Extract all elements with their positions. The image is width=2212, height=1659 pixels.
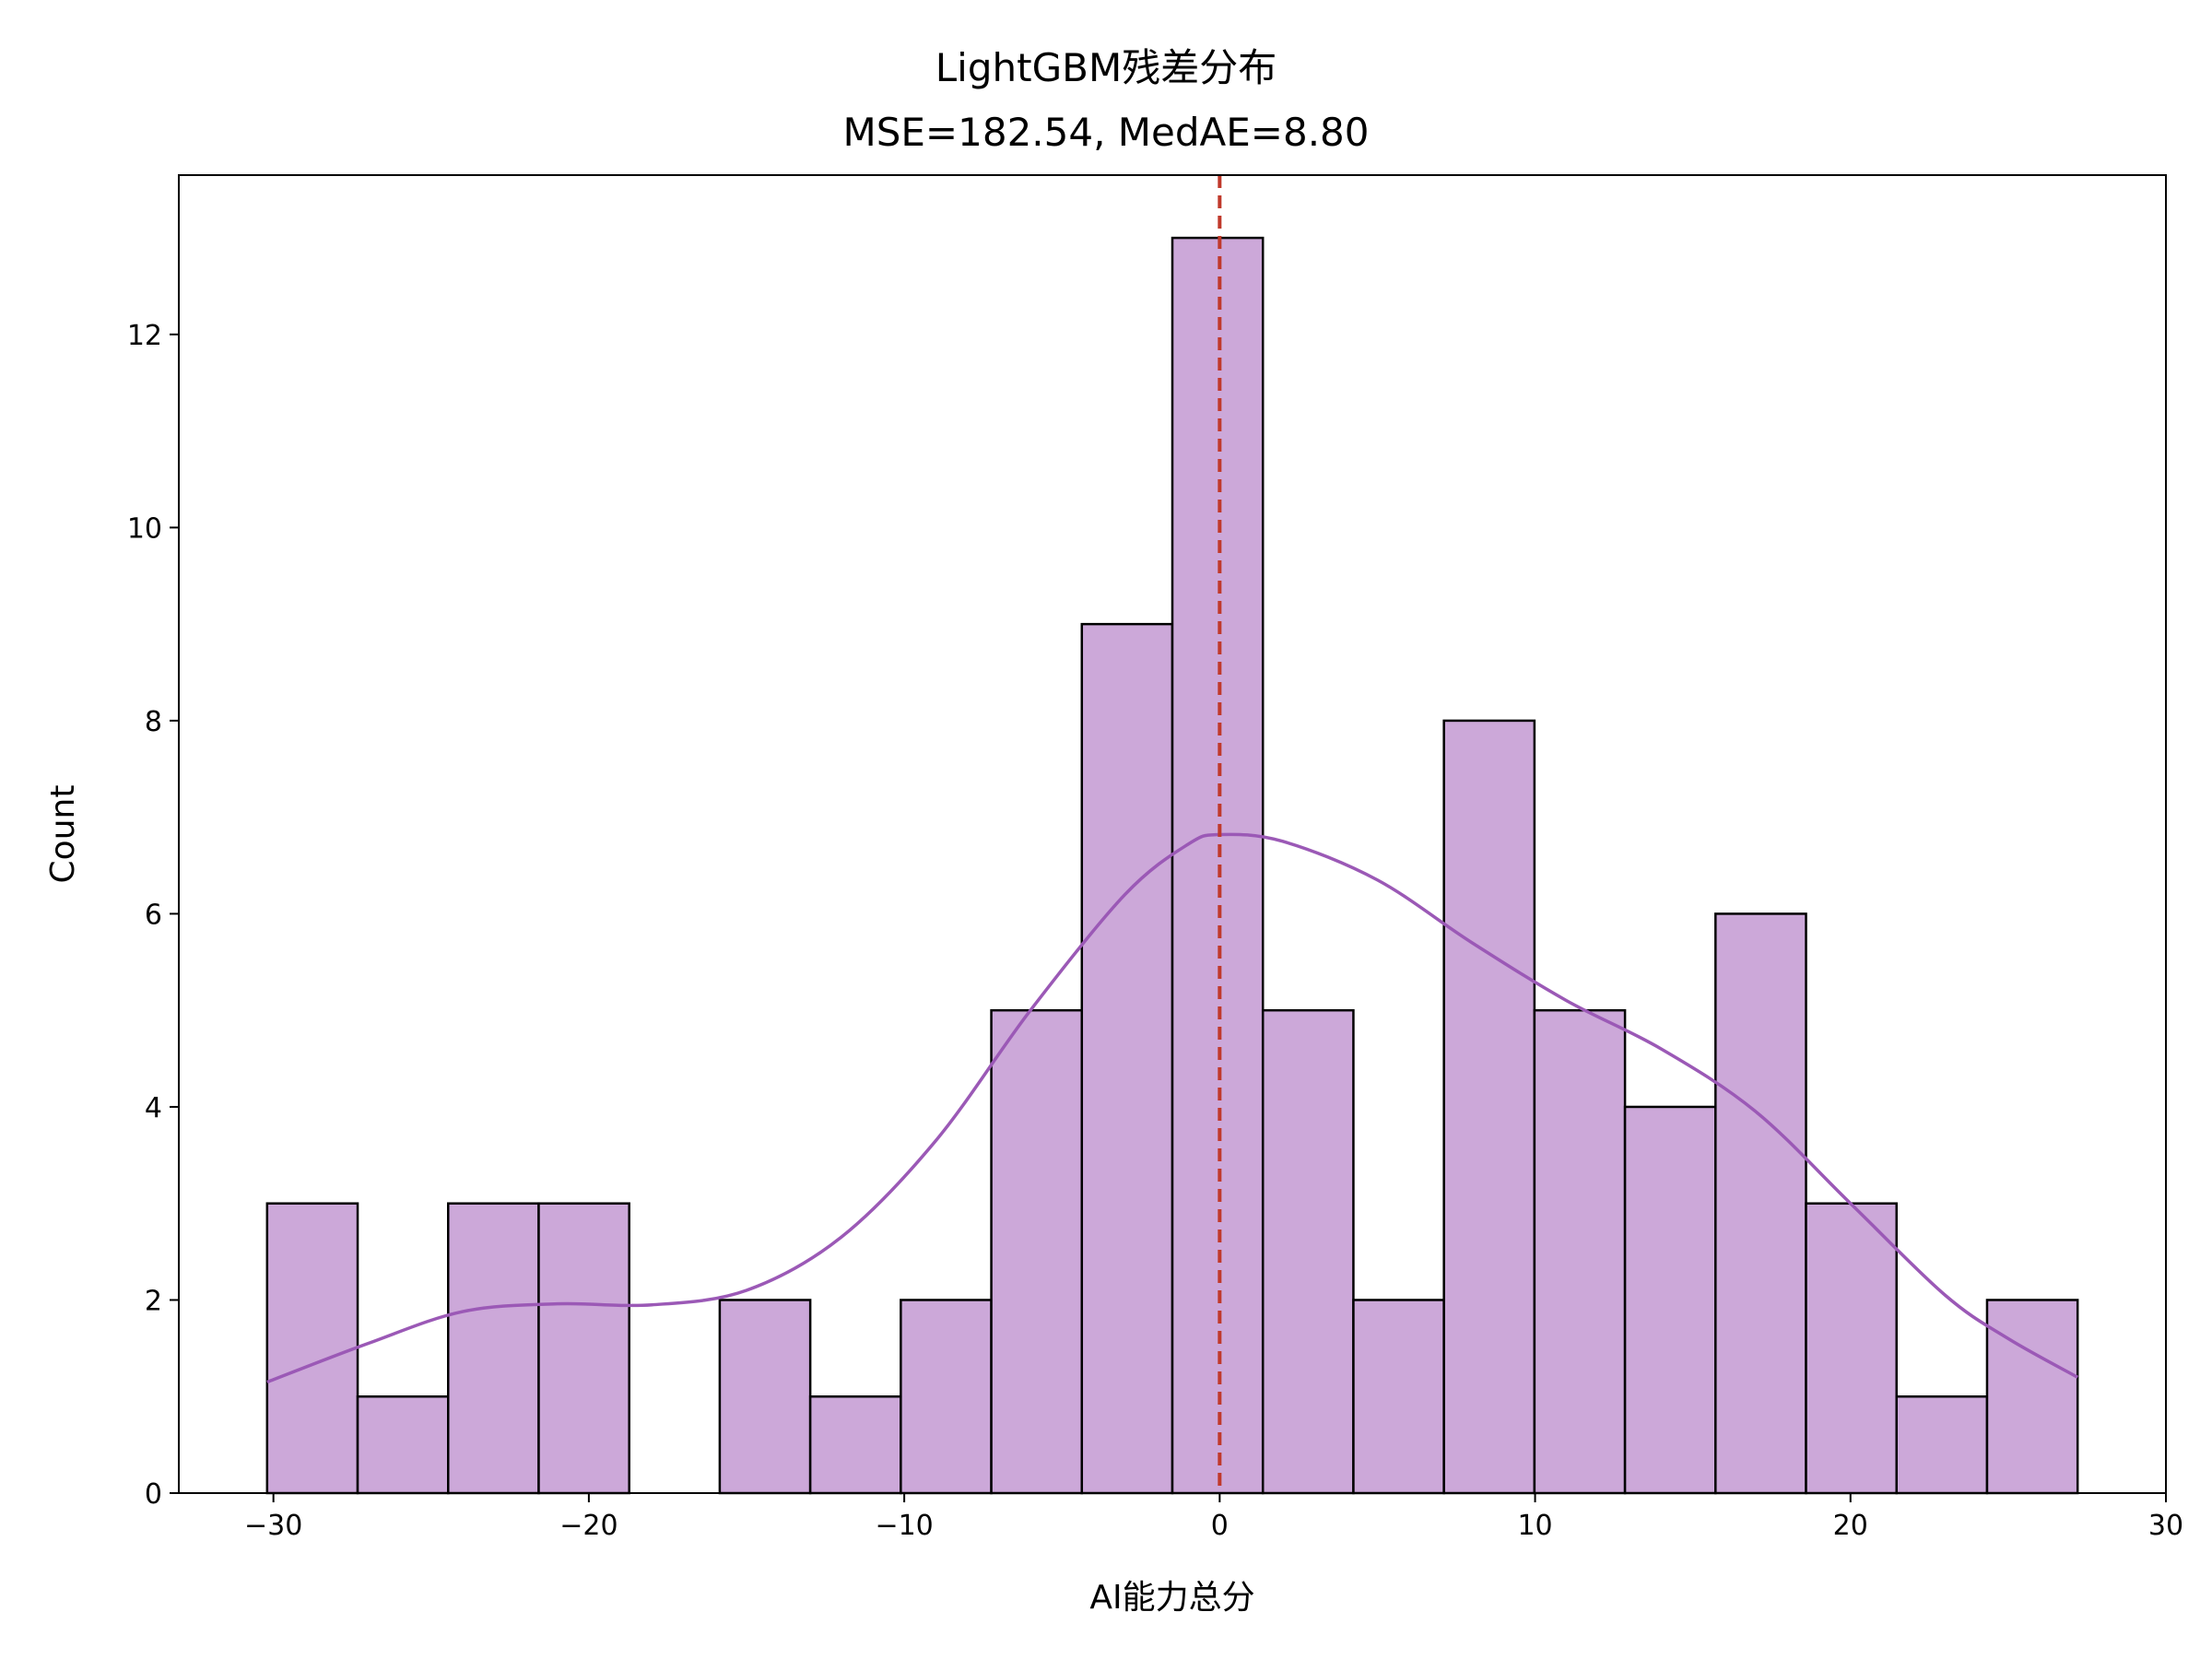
y-tick-label: 2 — [145, 1285, 162, 1317]
histogram-bar — [1714, 912, 1807, 1495]
histogram-bar — [1080, 622, 1174, 1495]
histogram-bar — [537, 1202, 630, 1495]
histogram-bar — [990, 1008, 1084, 1495]
y-tick-label: 12 — [127, 320, 162, 352]
histogram-bar — [808, 1394, 902, 1495]
x-tick-label: 0 — [1211, 1510, 1229, 1542]
histogram-bar — [718, 1299, 812, 1495]
kde-curve — [266, 832, 2079, 1384]
histogram-bar — [1442, 719, 1536, 1495]
plot-frame — [178, 174, 2167, 1494]
kde-curve-group — [266, 832, 2079, 1384]
x-tick-label: 20 — [1833, 1510, 1868, 1542]
x-tick-label: −30 — [244, 1510, 302, 1542]
histogram-bar — [1352, 1299, 1445, 1495]
histogram-bar — [1261, 1008, 1355, 1495]
histogram-bar — [265, 1202, 359, 1495]
x-axis-label: AI能力总分 — [1089, 1579, 1254, 1617]
x-tick-label: 10 — [1517, 1510, 1552, 1542]
y-tick-label: 10 — [127, 512, 162, 545]
y-tick-label: 8 — [145, 706, 162, 738]
histogram-bar — [1895, 1394, 1989, 1495]
chart-title: LightGBM残差分布 — [935, 45, 1277, 90]
histogram-bars — [265, 236, 2079, 1495]
histogram-bar — [900, 1299, 993, 1495]
histogram-bar — [1533, 1008, 1627, 1495]
histogram-bar — [1805, 1202, 1898, 1495]
x-tick-label: −10 — [875, 1510, 933, 1542]
y-axis-label: Count — [44, 785, 82, 884]
x-tick-label: −20 — [559, 1510, 618, 1542]
histogram-bar — [1985, 1299, 2079, 1495]
histogram-bar — [447, 1202, 540, 1495]
x-tick-label: 30 — [2148, 1510, 2183, 1542]
histogram-bar — [1171, 236, 1265, 1495]
histogram-bar — [356, 1394, 450, 1495]
y-axis-ticks: 0 2 4 6 8 10 12 — [127, 320, 179, 1511]
chart-subtitle: MSE=182.54, MedAE=8.80 — [843, 110, 1370, 155]
histogram-bar — [1623, 1105, 1717, 1495]
x-axis-ticks: −30 −20 −10 0 10 20 30 — [244, 1493, 2183, 1542]
y-tick-label: 0 — [145, 1478, 162, 1511]
y-tick-label: 4 — [145, 1092, 162, 1124]
y-tick-label: 6 — [145, 899, 162, 931]
